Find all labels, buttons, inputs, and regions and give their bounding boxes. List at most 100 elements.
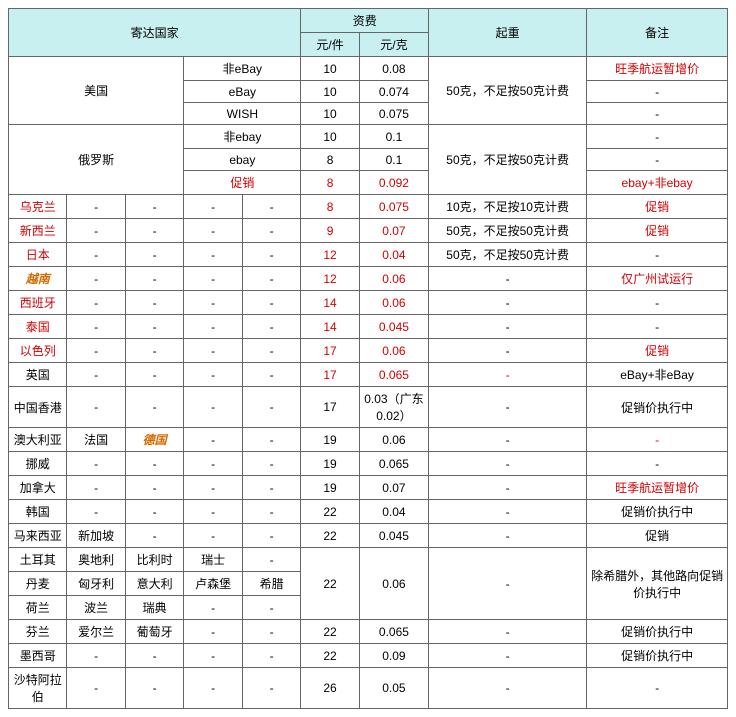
cell: 0.07 xyxy=(359,476,428,500)
country-poland: 波兰 xyxy=(67,596,125,620)
header-fee-piece: 元/件 xyxy=(301,33,359,57)
shipping-fee-table: 寄达国家 资费 起重 备注 元/件 元/克 美国 非eBay 10 0.08 5… xyxy=(8,8,728,709)
cell: - xyxy=(125,195,183,219)
malaysia-remark: 促销 xyxy=(587,524,728,548)
cell: 8 xyxy=(301,149,359,171)
group-remark: 除希腊外，其他路向促销价执行中 xyxy=(587,548,728,620)
country-australia: 澳大利亚 xyxy=(9,428,67,452)
country-belgium: 比利时 xyxy=(125,548,183,572)
cell: 0.07 xyxy=(359,219,428,243)
cell: 8 xyxy=(301,195,359,219)
cell: - xyxy=(587,291,728,315)
cell: 14 xyxy=(301,291,359,315)
cell: 0.06 xyxy=(359,291,428,315)
mexico-remark: 促销价执行中 xyxy=(587,644,728,668)
cell: - xyxy=(67,387,125,428)
cell: - xyxy=(242,219,301,243)
cell: - xyxy=(184,524,242,548)
cell: - xyxy=(67,500,125,524)
cell: - xyxy=(184,291,242,315)
header-fee-gram: 元/克 xyxy=(359,33,428,57)
cell: 0.045 xyxy=(359,524,428,548)
cell: 0.06 xyxy=(359,339,428,363)
cell: 22 xyxy=(301,548,359,620)
cell: - xyxy=(242,644,301,668)
cell: - xyxy=(67,644,125,668)
cell: - xyxy=(184,267,242,291)
cell: - xyxy=(125,476,183,500)
cell: - xyxy=(125,387,183,428)
russia-weight: 50克，不足按50克计费 xyxy=(429,125,587,195)
usa-remark: 旺季航运暂增价 xyxy=(587,57,728,81)
country-ukraine: 乌克兰 xyxy=(9,195,67,219)
country-nz: 新西兰 xyxy=(9,219,67,243)
cell: 26 xyxy=(301,668,359,709)
cell: 19 xyxy=(301,476,359,500)
cell: - xyxy=(184,339,242,363)
usa-wish: WISH xyxy=(184,103,301,125)
cell: - xyxy=(67,291,125,315)
cell: - xyxy=(587,149,728,171)
country-uk: 英国 xyxy=(9,363,67,387)
russia-ebay: ebay xyxy=(184,149,301,171)
cell: 0.1 xyxy=(359,149,428,171)
cell: 0.06 xyxy=(359,548,428,620)
canada-remark: 旺季航运暂增价 xyxy=(587,476,728,500)
cell: - xyxy=(125,644,183,668)
country-hk: 中国香港 xyxy=(9,387,67,428)
cell: 0.03（广东0.02） xyxy=(359,387,428,428)
cell: - xyxy=(242,524,301,548)
cell: - xyxy=(125,524,183,548)
cell: - xyxy=(67,219,125,243)
country-austria: 奥地利 xyxy=(67,548,125,572)
cell: 9 xyxy=(301,219,359,243)
cell: 0.065 xyxy=(359,363,428,387)
cell: - xyxy=(242,428,301,452)
cell: 0.04 xyxy=(359,243,428,267)
country-saudi: 沙特阿拉伯 xyxy=(9,668,67,709)
cell: 0.075 xyxy=(359,103,428,125)
cell: - xyxy=(242,267,301,291)
cell: - xyxy=(429,291,587,315)
russia-non-ebay: 非ebay xyxy=(184,125,301,149)
country-greece: 希腊 xyxy=(242,572,301,596)
cell: - xyxy=(67,363,125,387)
country-germany: 德国 xyxy=(125,428,183,452)
cell: - xyxy=(242,243,301,267)
cell: - xyxy=(429,476,587,500)
cell: - xyxy=(587,668,728,709)
cell: - xyxy=(184,644,242,668)
cell: - xyxy=(125,339,183,363)
header-remark: 备注 xyxy=(587,9,728,57)
nz-remark: 促销 xyxy=(587,219,728,243)
cell: 0.06 xyxy=(359,428,428,452)
cell: - xyxy=(125,243,183,267)
cell: - xyxy=(67,243,125,267)
cell: - xyxy=(125,219,183,243)
cell: - xyxy=(242,452,301,476)
country-japan: 日本 xyxy=(9,243,67,267)
cell: 0.09 xyxy=(359,644,428,668)
cell: - xyxy=(184,428,242,452)
cell: 0.04 xyxy=(359,500,428,524)
vietnam-remark: 仅广州试运行 xyxy=(587,267,728,291)
country-usa: 美国 xyxy=(9,57,184,125)
cell: - xyxy=(242,668,301,709)
cell: 22 xyxy=(301,644,359,668)
cell: - xyxy=(242,315,301,339)
country-spain: 西班牙 xyxy=(9,291,67,315)
cell: - xyxy=(67,267,125,291)
cell: - xyxy=(184,500,242,524)
country-singapore: 新加坡 xyxy=(67,524,125,548)
cell: - xyxy=(587,315,728,339)
country-mexico: 墨西哥 xyxy=(9,644,67,668)
usa-weight: 50克，不足按50克计费 xyxy=(429,57,587,125)
header-country: 寄达国家 xyxy=(9,9,301,57)
cell: - xyxy=(429,548,587,620)
cell: - xyxy=(184,387,242,428)
cell: - xyxy=(429,668,587,709)
header-weight: 起重 xyxy=(429,9,587,57)
cell: - xyxy=(429,500,587,524)
cell: 0.074 xyxy=(359,81,428,103)
cell: - xyxy=(242,548,301,572)
